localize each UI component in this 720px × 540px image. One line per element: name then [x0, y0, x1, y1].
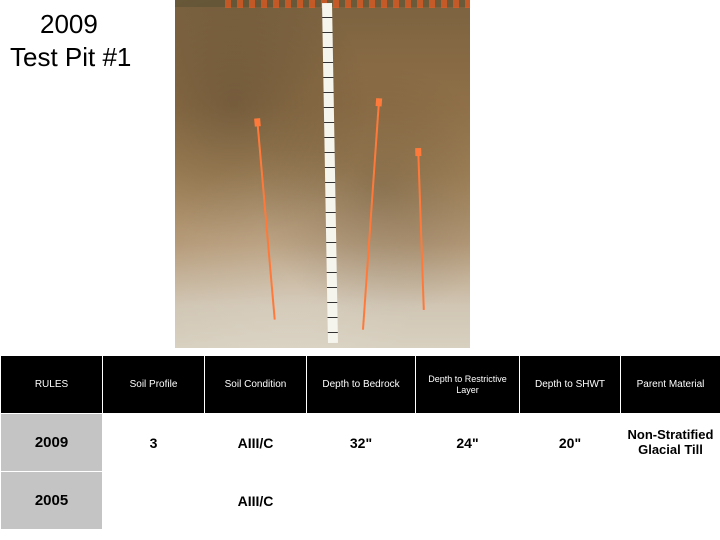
cell-soil-condition: AIII/C: [205, 472, 307, 530]
col-depth-restrictive: Depth to Restrictive Layer: [416, 356, 520, 414]
cell-soil-profile: [103, 472, 205, 530]
col-soil-condition: Soil Condition: [205, 356, 307, 414]
table-header-row: RULES Soil Profile Soil Condition Depth …: [1, 356, 720, 414]
cell-depth-shwt: 20": [520, 414, 621, 472]
cell-depth-restrictive: [416, 472, 520, 530]
col-depth-bedrock: Depth to Bedrock: [307, 356, 416, 414]
col-parent-material: Parent Material: [621, 356, 720, 414]
soil-data-table: RULES Soil Profile Soil Condition Depth …: [0, 355, 720, 530]
soil-data-table-wrap: RULES Soil Profile Soil Condition Depth …: [0, 355, 720, 530]
marker-flag: [417, 150, 425, 310]
page-title-block: 2009 Test Pit #1: [10, 8, 131, 73]
measuring-ruler: [322, 3, 338, 343]
table-row: 2009 3 AIII/C 32" 24" 20" Non-Stratified…: [1, 414, 720, 472]
cell-depth-bedrock: [307, 472, 416, 530]
title-year: 2009: [10, 8, 131, 41]
row-year-label: 2005: [1, 472, 103, 530]
marker-flag: [362, 100, 380, 330]
col-rules: RULES: [1, 356, 103, 414]
cell-depth-restrictive: 24": [416, 414, 520, 472]
cell-soil-profile: 3: [103, 414, 205, 472]
soil-pit-photo: [175, 0, 470, 348]
title-pit: Test Pit #1: [10, 41, 131, 74]
cell-depth-bedrock: 32": [307, 414, 416, 472]
row-year-label: 2009: [1, 414, 103, 472]
cell-parent-material: Non-Stratified Glacial Till: [621, 414, 720, 472]
cell-parent-material: [621, 472, 720, 530]
cell-depth-shwt: [520, 472, 621, 530]
safety-fence: [225, 0, 470, 8]
marker-flag: [256, 120, 275, 319]
col-depth-shwt: Depth to SHWT: [520, 356, 621, 414]
cell-soil-condition: AIII/C: [205, 414, 307, 472]
col-soil-profile: Soil Profile: [103, 356, 205, 414]
table-row: 2005 AIII/C: [1, 472, 720, 530]
